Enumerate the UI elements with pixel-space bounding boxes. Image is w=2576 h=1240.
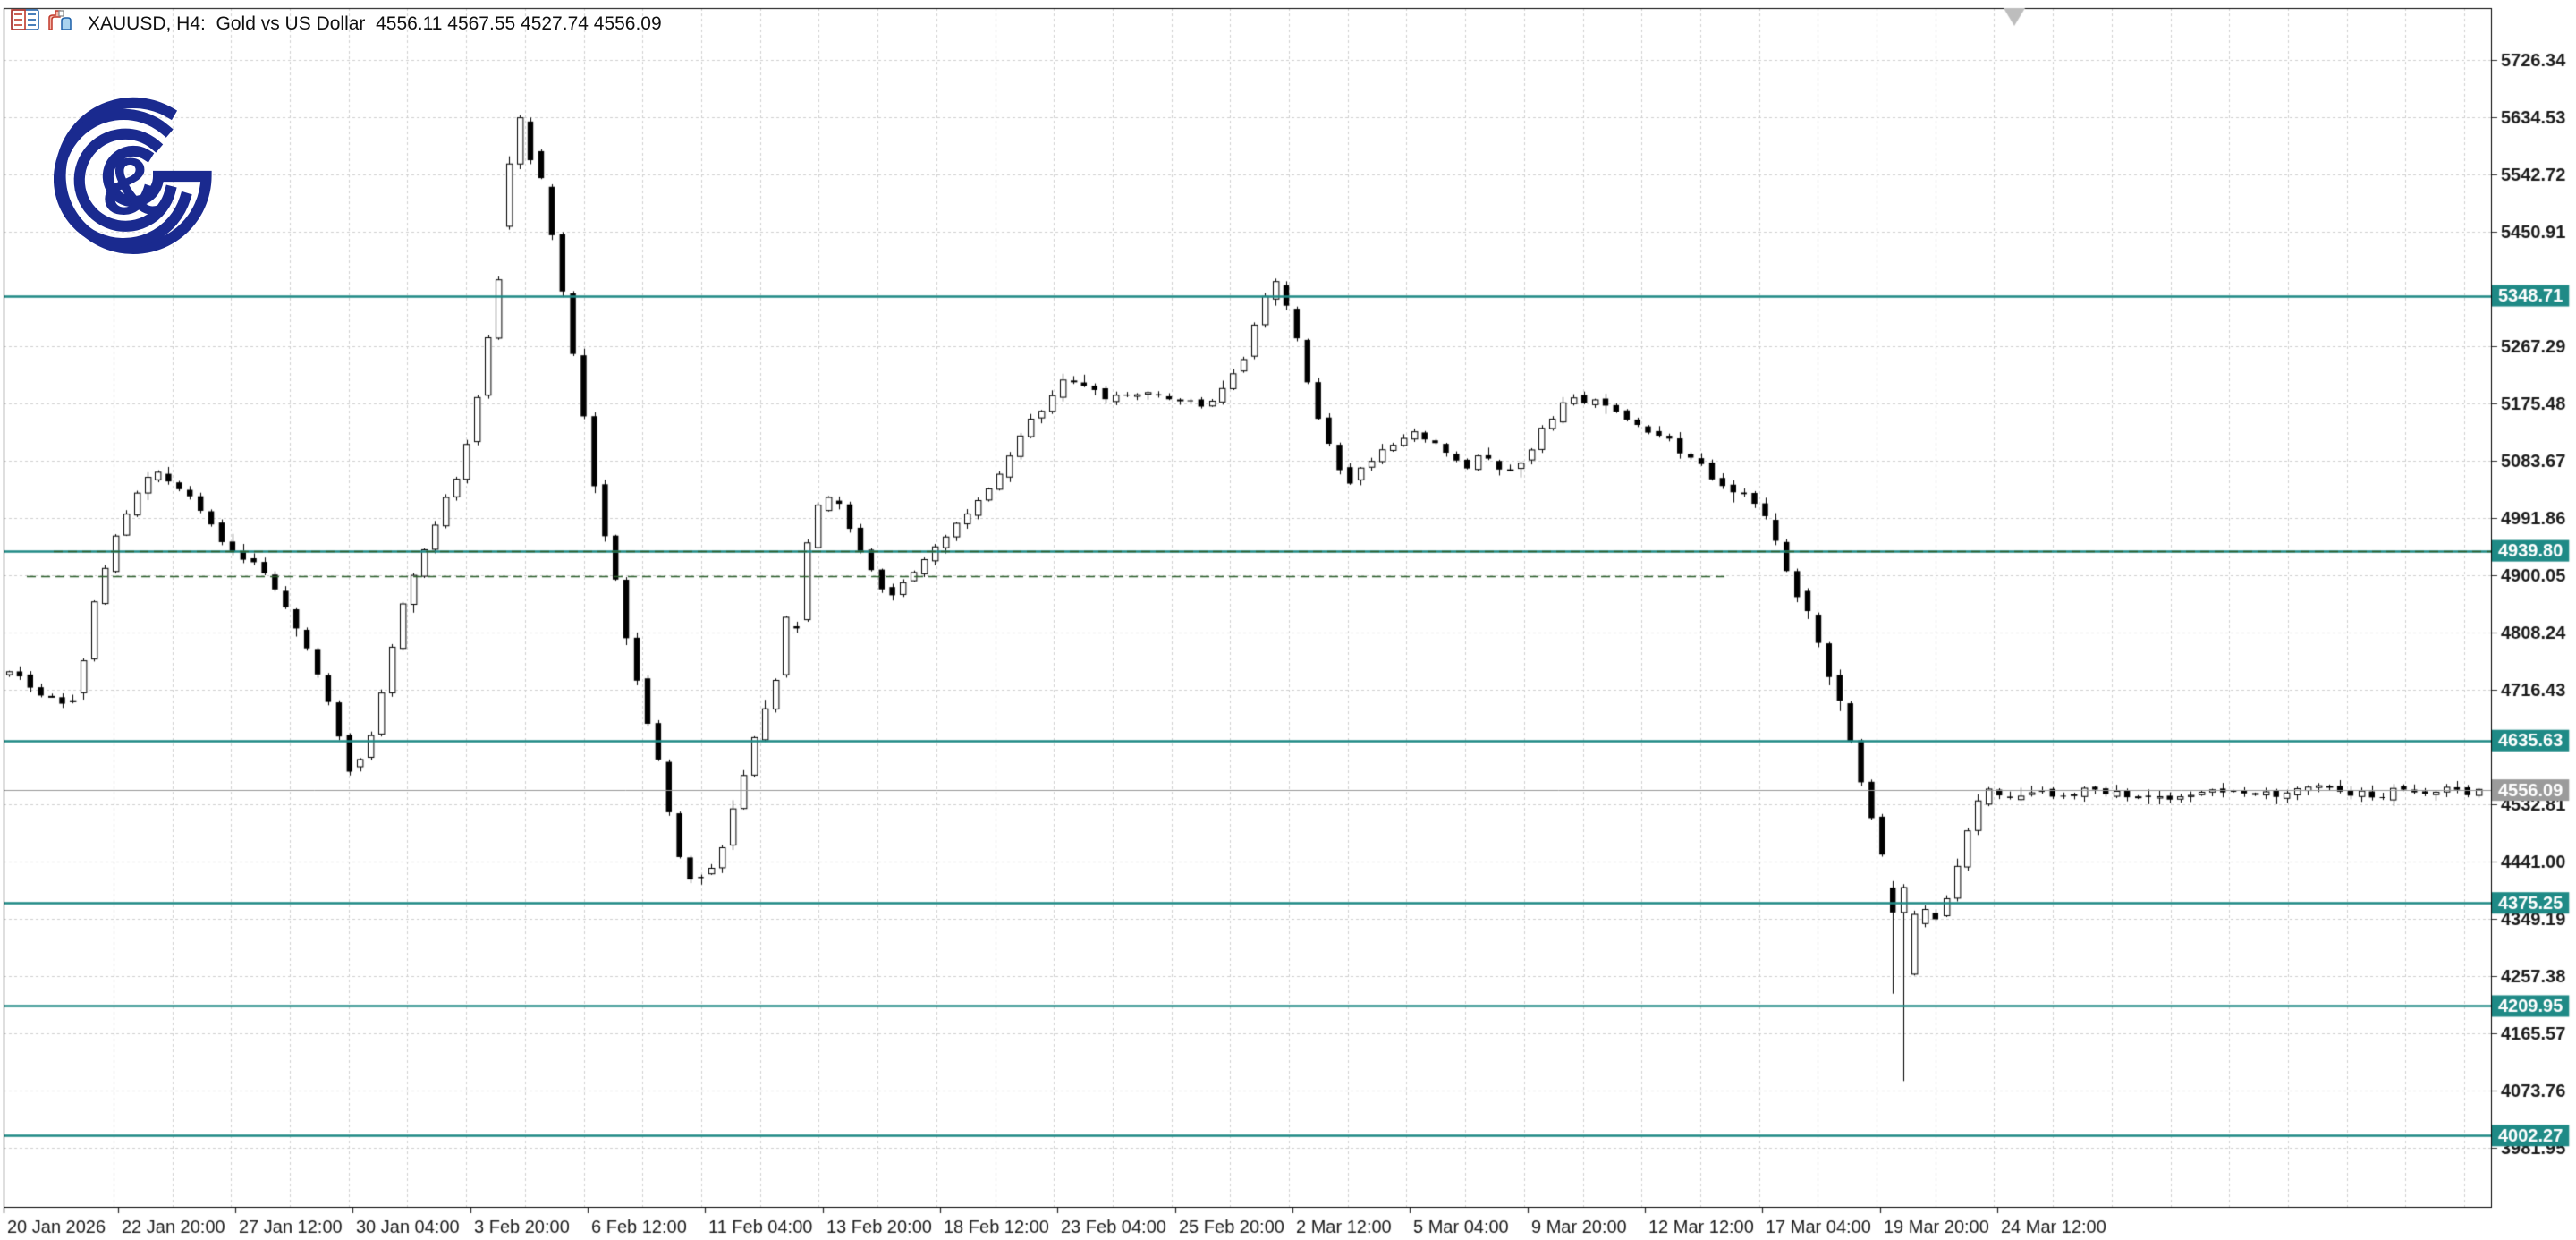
svg-text:&: & bbox=[101, 142, 159, 232]
